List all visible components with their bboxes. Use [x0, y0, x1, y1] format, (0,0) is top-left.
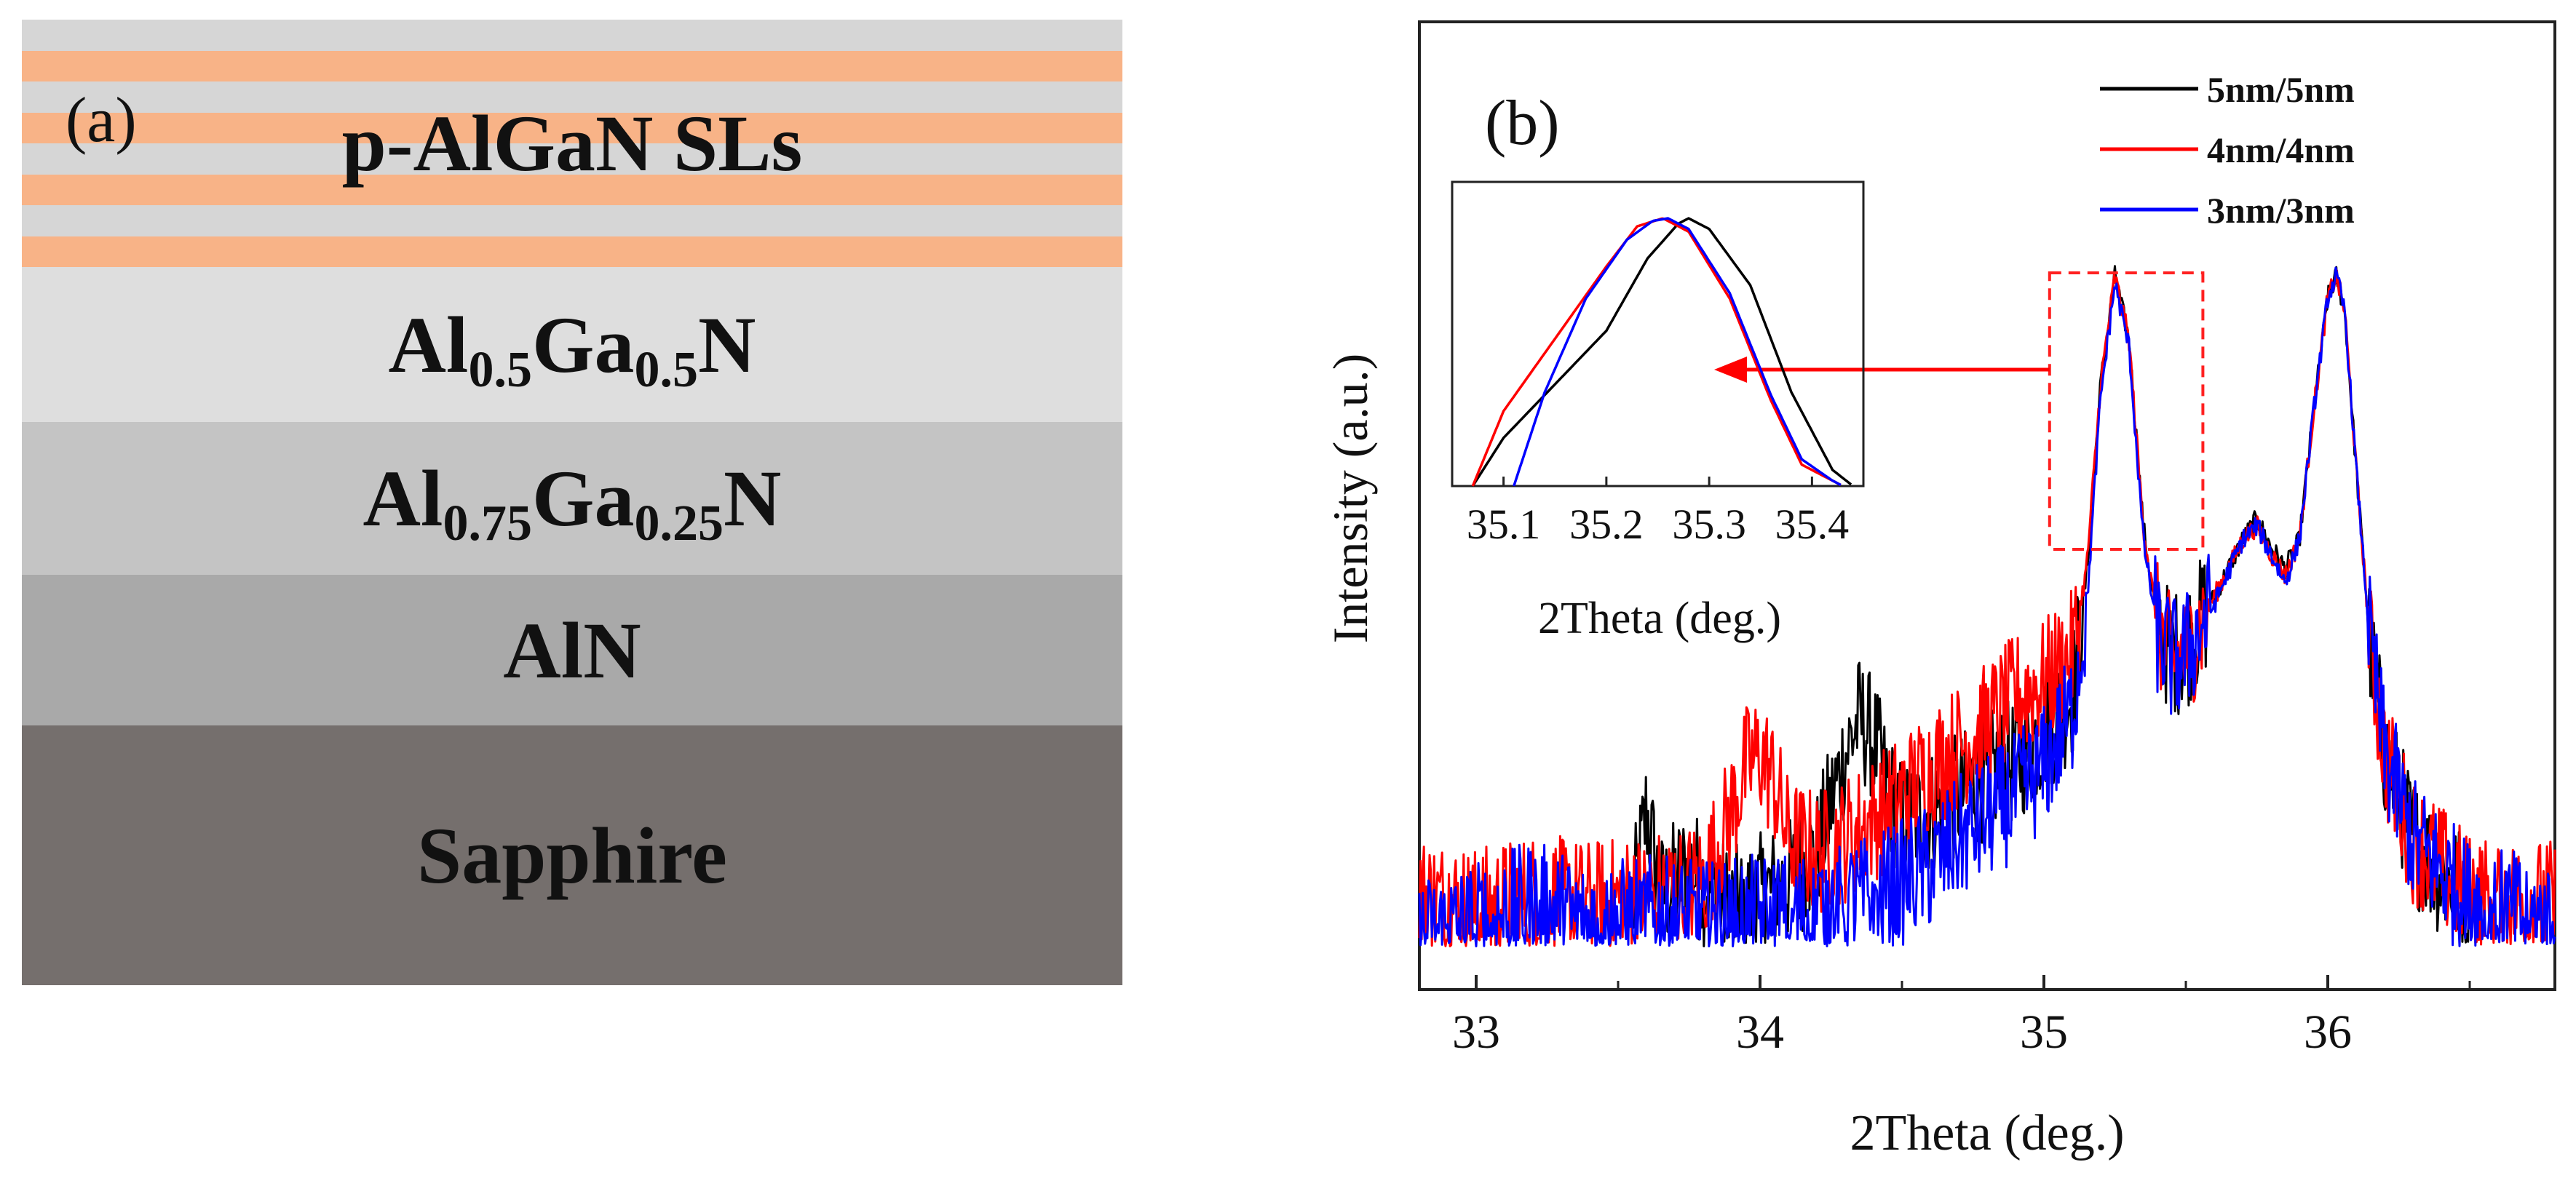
- x-tick-label: 35: [2020, 1006, 2068, 1059]
- layer-label-al075ga025n: Al0.75Ga0.25N: [362, 454, 782, 552]
- layer-stack-diagram: p-AlGaN SLs Al0.5Ga0.5N Al0.75Ga0.25N Al…: [22, 20, 1122, 985]
- sl-stripe: [22, 236, 1122, 267]
- x-axis-ticks: 33 34 35 36: [1452, 975, 2471, 1059]
- sl-stripe: [22, 113, 1122, 143]
- zoom-region-box: [2048, 271, 2205, 551]
- x-tick-label: 34: [1736, 1006, 1784, 1059]
- legend-label-5nm: 5nm/5nm: [2207, 69, 2355, 110]
- plot-frame: [1418, 20, 2556, 991]
- main-series-lines: [1418, 265, 2556, 947]
- sl-stripe: [22, 175, 1122, 205]
- inset-frame: [1451, 180, 1865, 487]
- panel-b-label: (b): [1485, 88, 1560, 159]
- xrd-chart-panel: 33 34 35 36 35.1 35.2 35.3 35.4 2Theta (deg.) …: [1310, 0, 2576, 1178]
- x-axis-label: 2Theta (deg.): [1850, 1105, 2124, 1161]
- inset-series-line-3nm-3nm: [1513, 217, 1842, 487]
- zoom-arrow-head: [1714, 357, 1747, 383]
- inset-x-tick-label: 35.3: [1672, 501, 1746, 548]
- layer-sapphire: Sapphire: [22, 725, 1122, 985]
- layer-label-aln: AlN: [503, 605, 641, 695]
- layer-al05ga05n: Al0.5Ga0.5N: [22, 267, 1122, 422]
- x-tick-label: 33: [1452, 1006, 1500, 1059]
- layer-aln: AlN: [22, 575, 1122, 725]
- layer-p-algan-sls: p-AlGaN SLs: [22, 20, 1122, 267]
- sl-stripe: [22, 51, 1122, 81]
- series-line-3nm-3nm: [1418, 266, 2556, 947]
- y-axis-label: Intensity (a.u.): [1323, 354, 1378, 643]
- inset-series-line-5nm-5nm: [1471, 217, 1852, 487]
- panel-a-label: (a): [66, 85, 137, 156]
- legend-label-4nm: 4nm/4nm: [2207, 130, 2355, 170]
- inset-x-tick-label: 35.4: [1775, 501, 1850, 548]
- xrd-chart: 33 34 35 36 35.1 35.2 35.3 35.4 2Theta (deg.) …: [1323, 20, 2556, 1161]
- legend: 5nm/5nm 4nm/4nm 3nm/3nm: [2100, 69, 2355, 231]
- x-tick-label: 36: [2304, 1006, 2352, 1059]
- layer-label-sapphire: Sapphire: [417, 811, 727, 900]
- legend-label-3nm: 3nm/3nm: [2207, 190, 2355, 231]
- inset-series-lines: [1471, 217, 1852, 487]
- layer-label-al05ga05n: Al0.5Ga0.5N: [388, 300, 756, 398]
- inset-x-tick-label: 35.2: [1569, 501, 1644, 548]
- inset-x-tick-label: 35.1: [1467, 501, 1541, 548]
- layer-label-sls: p-AlGaN SLs: [341, 99, 803, 188]
- inset-x-axis-label: 2Theta (deg.): [1538, 594, 1781, 643]
- inset-x-axis-ticks: 35.1 35.2 35.3 35.4: [1467, 477, 1849, 548]
- layer-al075ga025n: Al0.75Ga0.25N: [22, 422, 1122, 575]
